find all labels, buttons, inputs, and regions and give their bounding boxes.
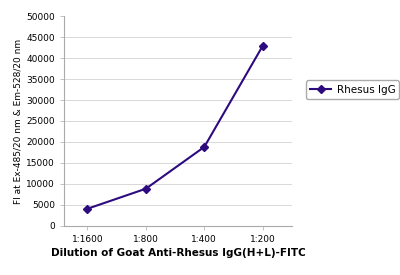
Y-axis label: FI at Ex-485/20 nm & Em-528/20 nm: FI at Ex-485/20 nm & Em-528/20 nm [13, 39, 22, 204]
Rhesus IgG [260, 44, 265, 47]
Rhesus IgG [85, 207, 90, 210]
Rhesus IgG [202, 145, 207, 149]
X-axis label: Dilution of Goat Anti-Rhesus IgG(H+L)-FITC: Dilution of Goat Anti-Rhesus IgG(H+L)-FI… [51, 248, 305, 258]
Line: Rhesus IgG: Rhesus IgG [85, 43, 266, 211]
Rhesus IgG [144, 187, 148, 190]
Legend: Rhesus IgG: Rhesus IgG [306, 81, 400, 99]
